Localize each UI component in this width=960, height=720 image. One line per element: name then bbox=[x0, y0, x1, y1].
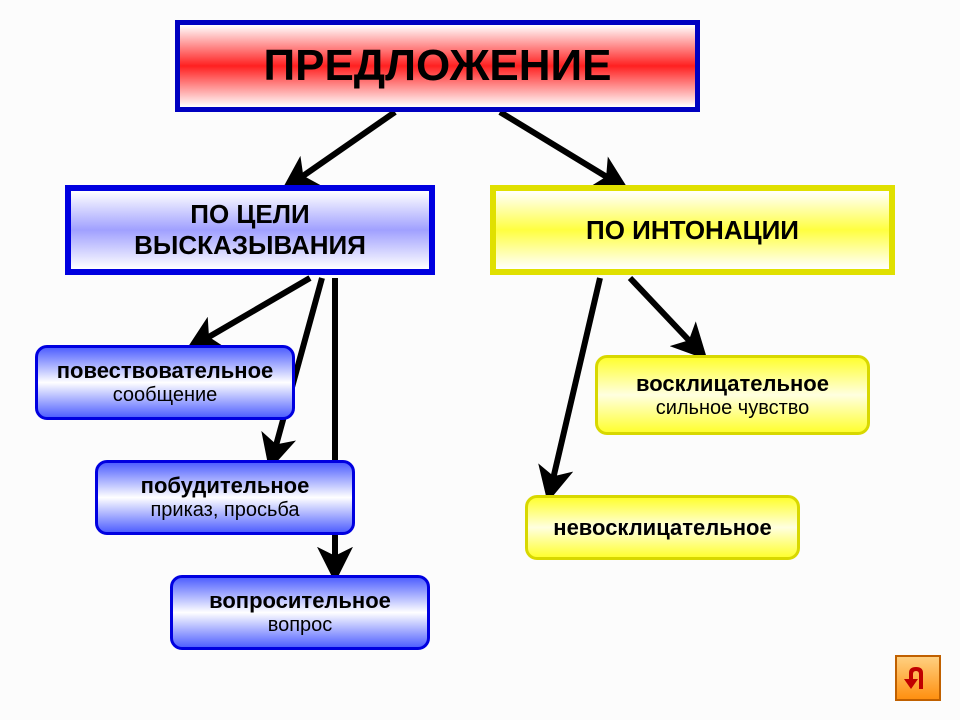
arrow bbox=[195, 278, 310, 345]
category-intonation-line: ПО ИНТОНАЦИИ bbox=[586, 215, 799, 246]
arrow bbox=[500, 112, 620, 185]
nav-back-button[interactable] bbox=[895, 655, 941, 701]
node-interrogative-title: вопросительное bbox=[209, 588, 391, 614]
node-imperative-sub: приказ, просьба bbox=[150, 499, 299, 522]
main-title-text: ПРЕДЛОЖЕНИЕ bbox=[263, 41, 611, 91]
node-imperative-title: побудительное bbox=[141, 473, 310, 499]
node-nonexclamatory: невосклицательное bbox=[525, 495, 800, 560]
u-turn-icon bbox=[901, 661, 935, 695]
arrow bbox=[630, 278, 700, 352]
arrow bbox=[550, 278, 600, 492]
category-purpose-line: ВЫСКАЗЫВАНИЯ bbox=[134, 230, 366, 261]
category-intonation: ПО ИНТОНАЦИИ bbox=[490, 185, 895, 275]
node-declarative-title: повествовательное bbox=[57, 358, 274, 384]
node-nonexclamatory-title: невосклицательное bbox=[553, 515, 771, 541]
node-declarative-sub: сообщение bbox=[113, 384, 218, 407]
category-purpose-line: ПО ЦЕЛИ bbox=[190, 199, 309, 230]
main-title: ПРЕДЛОЖЕНИЕ bbox=[175, 20, 700, 112]
node-exclamatory-sub: сильное чувство bbox=[656, 397, 810, 420]
arrow bbox=[290, 112, 395, 185]
node-exclamatory: восклицательноесильное чувство bbox=[595, 355, 870, 435]
node-exclamatory-title: восклицательное bbox=[636, 371, 829, 397]
node-imperative: побудительноеприказ, просьба bbox=[95, 460, 355, 535]
node-interrogative-sub: вопрос bbox=[268, 614, 333, 637]
node-declarative: повествовательноесообщение bbox=[35, 345, 295, 420]
category-purpose: ПО ЦЕЛИВЫСКАЗЫВАНИЯ bbox=[65, 185, 435, 275]
node-interrogative: вопросительноевопрос bbox=[170, 575, 430, 650]
